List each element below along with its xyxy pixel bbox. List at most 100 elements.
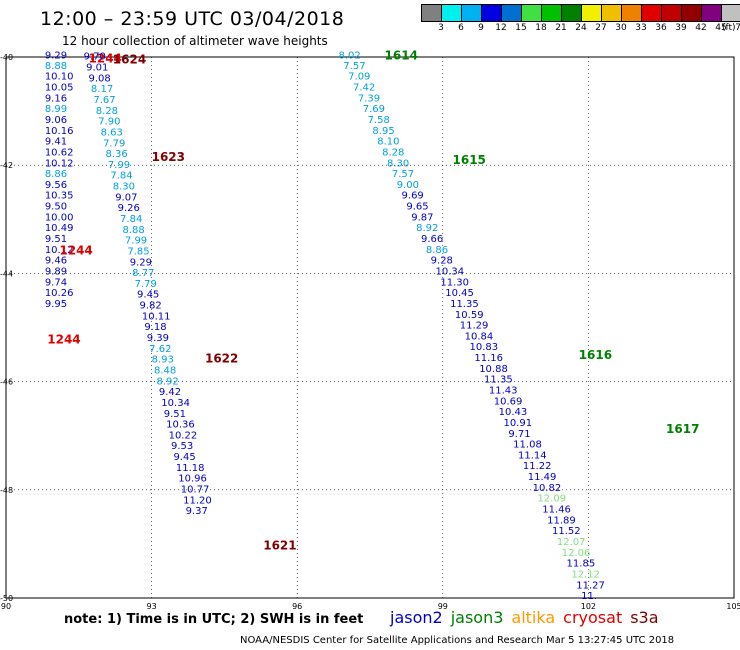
wave-height-value: 8.63 <box>101 127 123 138</box>
color-swatch <box>502 5 522 21</box>
color-swatch <box>522 5 542 21</box>
wave-height-value: 10.12 <box>45 245 74 256</box>
longitude-tick-label: 102 <box>581 602 596 611</box>
color-scale-tick-label: 9 <box>478 23 484 33</box>
wave-height-value: 11.29 <box>460 321 489 332</box>
color-scale-tick-label: 36 <box>655 23 667 33</box>
wave-height-value: 9.46 <box>45 256 67 267</box>
wave-height-value: 9.74 <box>45 277 67 288</box>
wave-height-value: 9.26 <box>118 203 140 214</box>
wave-height-value: 10.00 <box>45 212 74 223</box>
wave-height-value: 8.88 <box>122 225 144 236</box>
wave-height-value: 11.08 <box>513 440 542 451</box>
color-scale-unit: (ft) <box>722 23 736 33</box>
color-swatch <box>642 5 662 21</box>
color-swatch <box>462 5 482 21</box>
wave-height-value: 10.12 <box>45 158 74 169</box>
color-scale-tick-label: 3 <box>438 23 444 33</box>
wave-height-value: 8.36 <box>105 149 127 160</box>
color-scale-labels: 36912151821242730333639424570 <box>421 23 740 35</box>
color-swatch <box>682 5 702 21</box>
wave-height-value: 9.89 <box>45 266 67 277</box>
pass-time-label: 1624 <box>113 52 146 66</box>
wave-height-value: 9.66 <box>421 234 443 245</box>
wave-height-value: 9.53 <box>171 441 193 452</box>
wave-height-value: 11.22 <box>523 461 552 472</box>
wave-height-value: 9.08 <box>89 73 111 84</box>
wave-height-value: 9.82 <box>139 301 161 312</box>
wave-height-value: 11.27 <box>576 580 605 591</box>
wave-height-value: 9.37 <box>186 506 208 517</box>
wave-height-value: 8.93 <box>152 355 174 366</box>
color-swatch <box>442 5 462 21</box>
wave-height-value: 10.05 <box>45 83 74 94</box>
satellite-legend: jason2 jason3 altika cryosat s3a <box>390 608 667 627</box>
wave-height-value: 11.35 <box>450 299 479 310</box>
wave-height-value: 9.01 <box>86 63 108 74</box>
wave-height-value: 8.95 <box>372 126 394 137</box>
wave-height-value: 7.99 <box>108 160 130 171</box>
wave-height-value: 10.96 <box>178 474 207 485</box>
wave-height-value: 10.88 <box>479 364 508 375</box>
color-scale-tick-label: 12 <box>495 23 507 33</box>
wave-height-value: 11.14 <box>518 450 547 461</box>
wave-height-value: 10.16 <box>45 126 74 137</box>
wave-height-value: 7.85 <box>127 246 149 257</box>
wave-height-value: 10.59 <box>455 310 484 321</box>
wave-height-value: 9.07 <box>115 192 137 203</box>
color-scale-tick-label: 27 <box>595 23 607 33</box>
wave-height-value: 9.41 <box>45 137 67 148</box>
color-swatch <box>662 5 682 21</box>
wave-height-value: 11.52 <box>552 526 581 537</box>
wave-height-value: 11.30 <box>440 277 469 288</box>
color-scale-tick-label: 18 <box>535 23 547 33</box>
legend-altika: altika <box>511 608 556 627</box>
pass-time-label: 1622 <box>205 352 238 366</box>
wave-height-value: 8.77 <box>132 268 154 279</box>
wave-height-value: 10.69 <box>494 396 523 407</box>
color-scale-tick-label: 39 <box>675 23 687 33</box>
wave-height-value: 11.49 <box>528 472 557 483</box>
wave-height-value: 10.82 <box>533 483 562 494</box>
wave-height-value: 8.48 <box>154 365 176 376</box>
wave-height-value: 9.16 <box>45 93 67 104</box>
latitude-tick-label: -46 <box>0 378 13 387</box>
wave-height-value: 11.43 <box>489 386 518 397</box>
color-scale-tick-label: 33 <box>635 23 647 33</box>
wave-height-value: 9.71 <box>508 429 530 440</box>
longitude-tick-label: 105 <box>726 602 740 611</box>
wave-height-value: 7.57 <box>343 61 365 72</box>
wave-height-value: 9.70 <box>84 52 106 63</box>
wave-height-value: 7.58 <box>368 115 390 126</box>
wave-height-value: 8.86 <box>426 245 448 256</box>
color-swatch <box>482 5 502 21</box>
wave-height-value: 9.95 <box>45 299 67 310</box>
latitude-tick-label: -44 <box>0 269 13 278</box>
wave-height-value: 9.51 <box>45 234 67 245</box>
color-scale-bar <box>421 4 740 22</box>
wave-height-value: 7.84 <box>120 214 142 225</box>
pass-time-label: 1616 <box>579 348 612 362</box>
wave-height-value: 7.90 <box>98 117 120 128</box>
wave-height-value: 10.84 <box>465 331 494 342</box>
wave-height-value: 8.92 <box>416 223 438 234</box>
wave-height-value: 11.46 <box>542 505 571 516</box>
wave-height-value: 9.65 <box>406 202 428 213</box>
color-swatch <box>562 5 582 21</box>
wave-height-value: 11.89 <box>547 515 576 526</box>
wave-height-value: 8.17 <box>91 84 113 95</box>
wave-height-value: 10.77 <box>181 485 210 496</box>
wave-height-value: 11.35 <box>484 375 513 386</box>
color-swatch <box>422 5 442 21</box>
pass-time-label: 1615 <box>453 153 486 167</box>
color-scale-tick-label: 42 <box>695 23 707 33</box>
pass-time-label: 1617 <box>666 422 699 436</box>
pass-time-label: 1614 <box>385 49 418 63</box>
pass-time-label: 1623 <box>152 150 185 164</box>
color-swatch <box>722 5 740 21</box>
wave-height-value: 11.16 <box>474 353 503 364</box>
wave-height-value: 9.29 <box>130 257 152 268</box>
wave-height-value: 12.12 <box>571 569 600 580</box>
wave-height-value: 9.00 <box>397 180 419 191</box>
wave-height-value: 9.39 <box>147 333 169 344</box>
